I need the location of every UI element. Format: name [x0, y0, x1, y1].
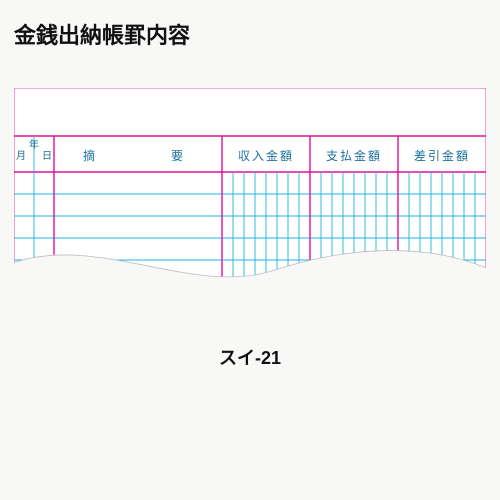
column-header-bal: 差引金額 — [398, 147, 486, 164]
ledger-grid — [14, 88, 486, 324]
column-header-desc: 摘 要 — [54, 147, 222, 164]
column-header-date: 年月日 — [14, 140, 54, 162]
product-code: スイ-21 — [0, 344, 500, 370]
column-header-income: 収入金額 — [222, 147, 310, 164]
cashbook-ledger: 年月日摘 要収入金額支払金額差引金額 — [14, 88, 486, 324]
page-title: 金銭出納帳罫内容 — [0, 0, 500, 50]
column-header-pay: 支払金額 — [310, 147, 398, 164]
